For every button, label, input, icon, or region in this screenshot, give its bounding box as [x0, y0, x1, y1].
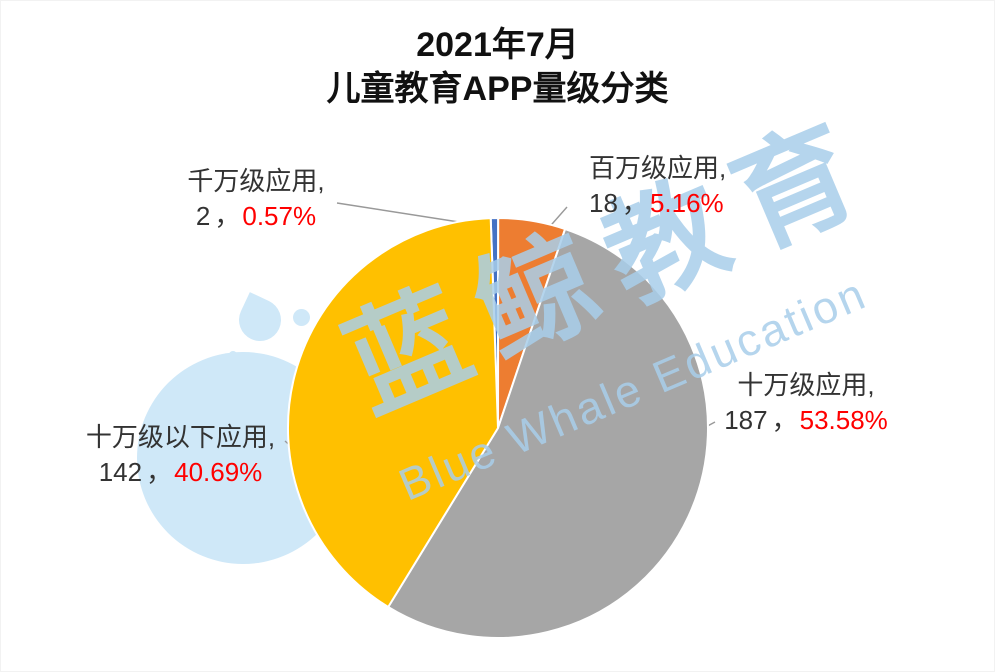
callout-ten-million-apps: 千万级应用, 2 ，0.57% — [166, 164, 346, 234]
pie-slice-2 — [386, 227, 709, 639]
separator: ， — [621, 188, 648, 218]
slice-percent: 5.16% — [649, 188, 724, 218]
slice-label: 十万级应用, — [737, 370, 875, 400]
water-droplet-icon — [229, 351, 237, 359]
slice-percent: 53.58% — [799, 405, 888, 435]
slice-count: 142 — [98, 457, 143, 487]
chart-title-line1: 2021年7月 — [416, 26, 579, 64]
separator: ， — [146, 457, 173, 487]
pie-slice-3 — [286, 217, 500, 609]
slice-percent: 0.57% — [242, 201, 317, 231]
slice-label: 千万级应用, — [187, 166, 325, 196]
slice-count: 18 — [589, 188, 618, 218]
separator: ， — [771, 405, 798, 435]
slice-percent: 40.69% — [174, 457, 263, 487]
callout-million-apps: 百万级应用, 18 ，5.16% — [589, 151, 779, 221]
water-droplet-icon — [293, 309, 310, 326]
slice-label: 十万级以下应用, — [85, 422, 276, 452]
separator: ， — [214, 201, 241, 231]
chart-title-line2: 儿童教育APP量级分类 — [326, 70, 669, 108]
slice-count: 2 — [195, 201, 211, 231]
callout-hundred-thousand-apps: 十万级应用, 187 ，53.58% — [706, 368, 906, 438]
slice-label: 百万级应用, — [589, 153, 727, 183]
chart-title: 2021年7月 儿童教育APP量级分类 — [1, 23, 994, 111]
slice-count: 187 — [724, 405, 768, 435]
callout-below-hundred-thousand-apps: 十万级以下应用, 142 ，40.69% — [63, 420, 298, 490]
